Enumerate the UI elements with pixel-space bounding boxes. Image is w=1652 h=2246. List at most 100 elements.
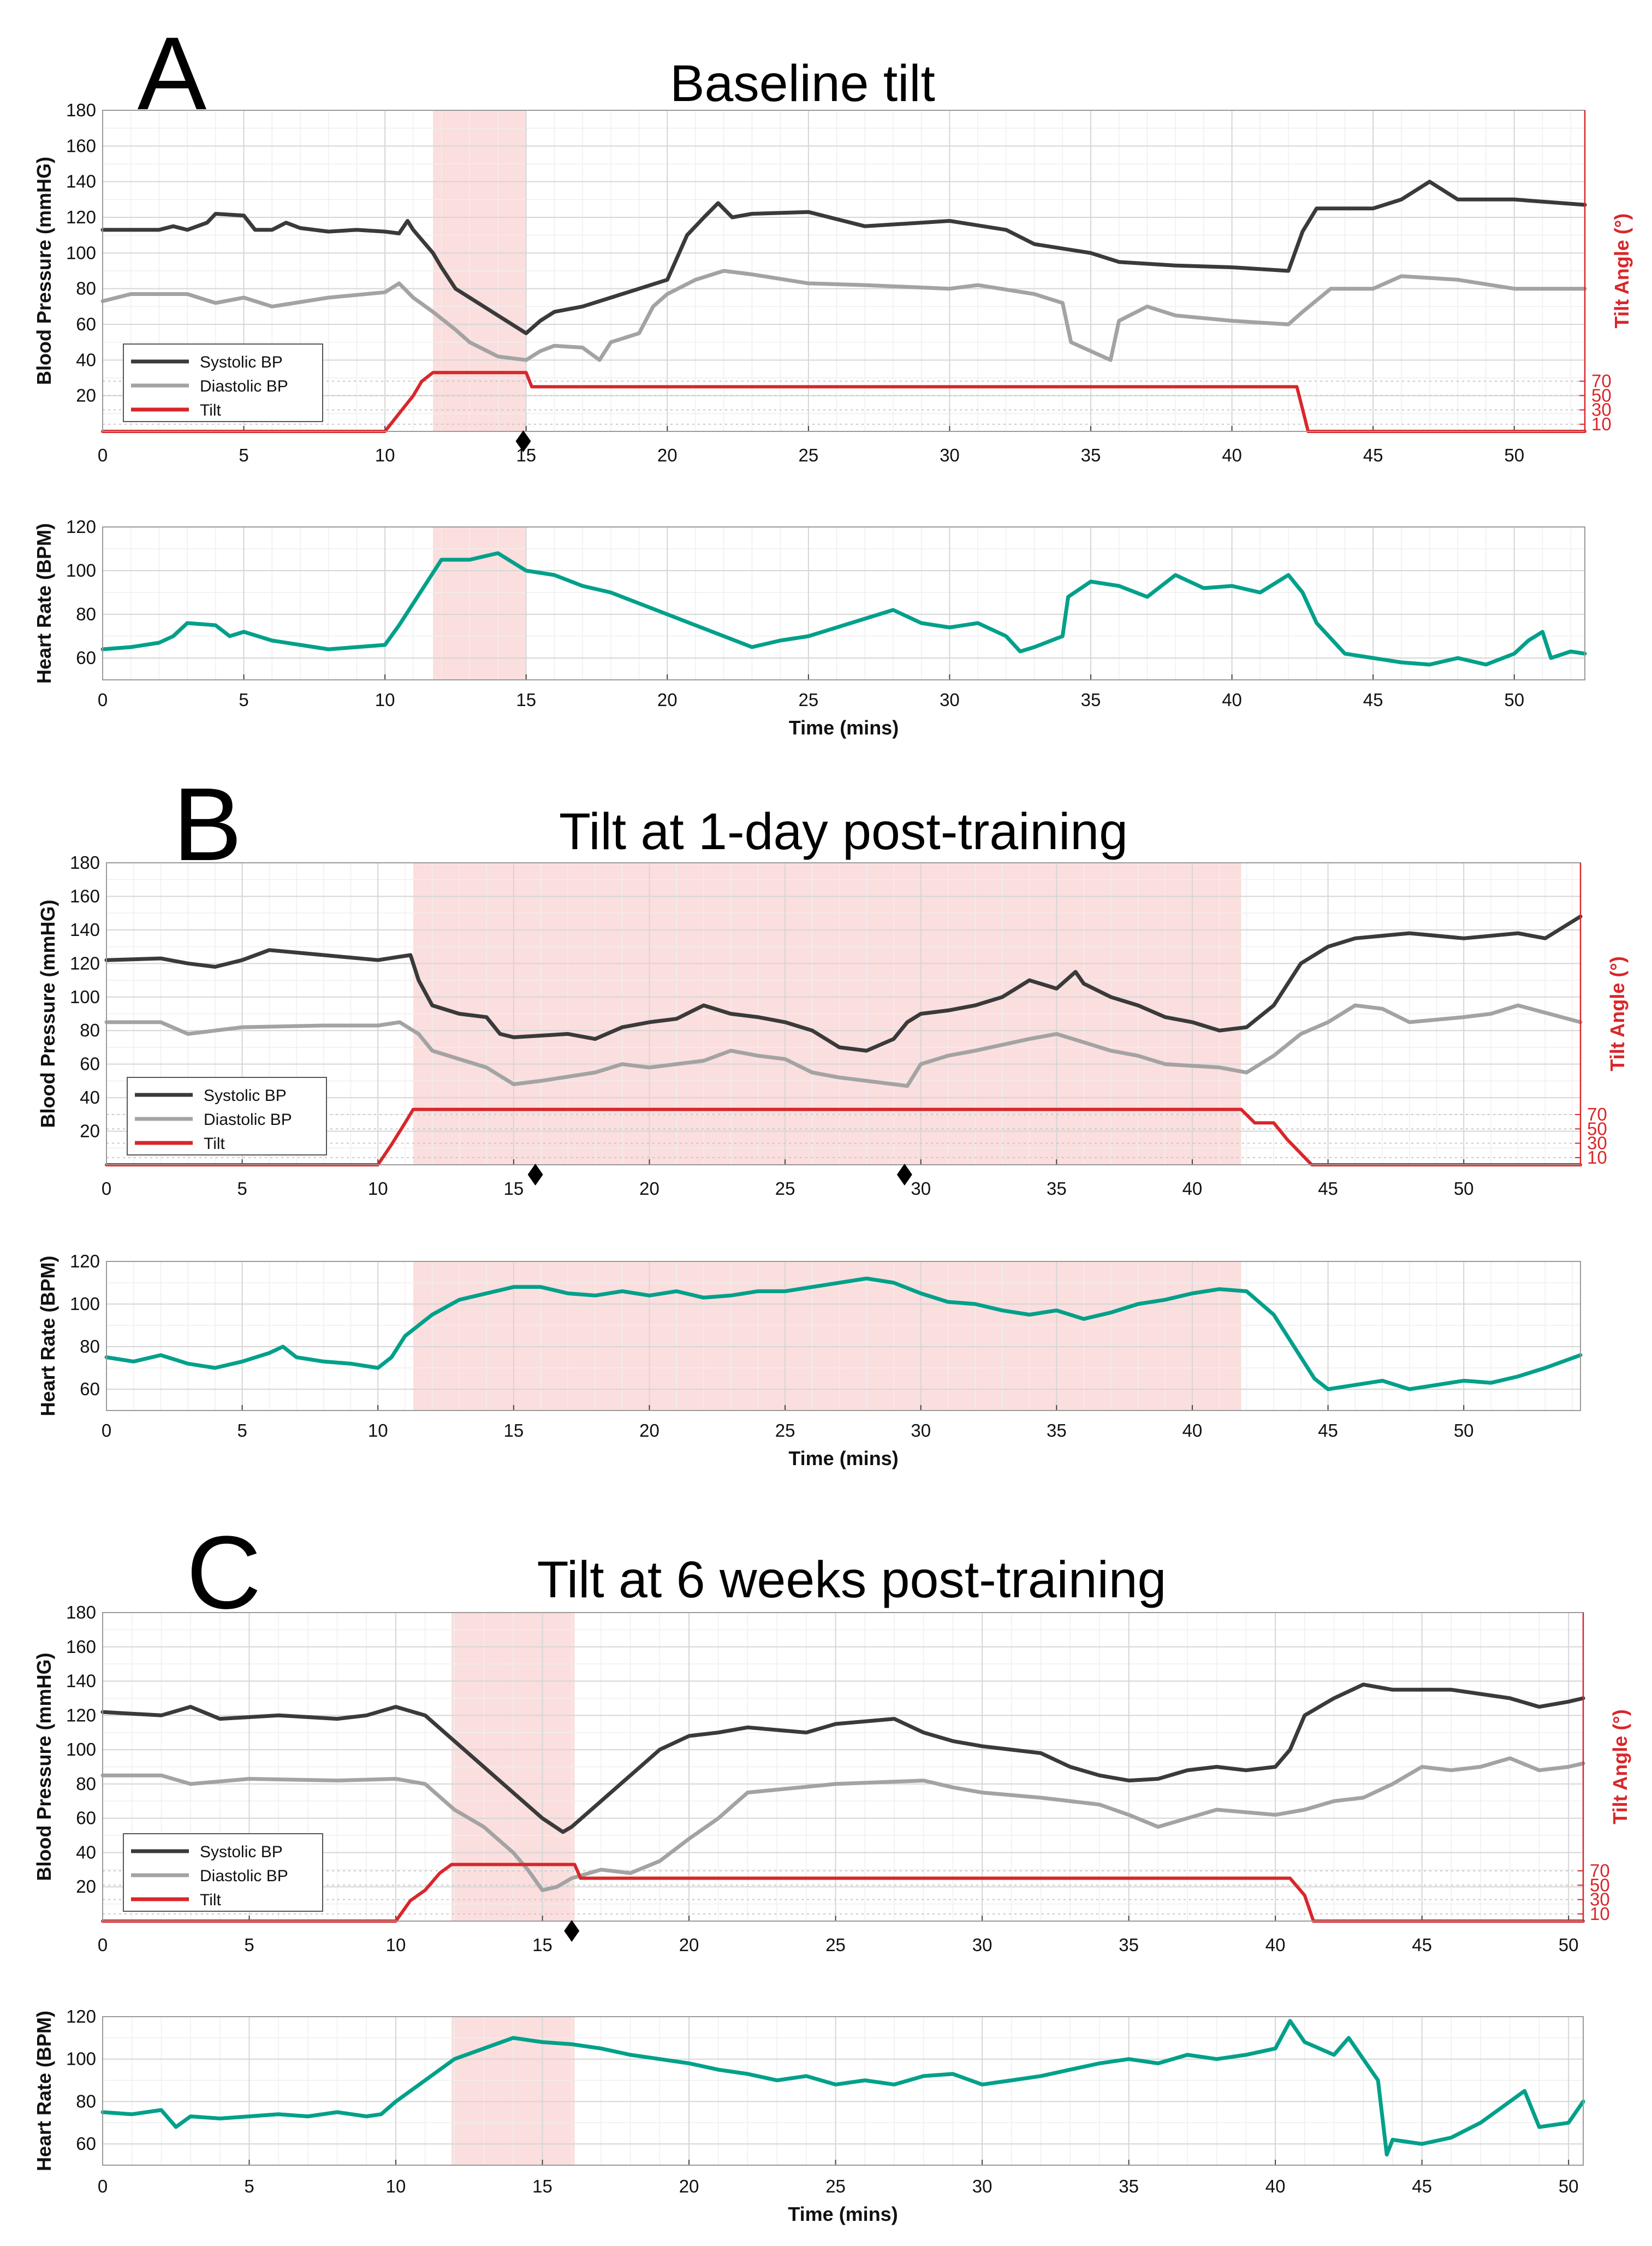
panel-letter: C [186,1515,261,1631]
y-tick-label: 60 [76,2134,96,2154]
y-tick-label: 80 [76,604,96,624]
x-tick-label: 50 [1454,1178,1474,1199]
x-tick-label: 50 [1504,445,1524,465]
x-tick-label: 45 [1412,1935,1432,1955]
x-tick-label: 45 [1318,1178,1338,1199]
x-tick-label: 45 [1412,2176,1432,2196]
y-tick-label: 80 [76,278,96,299]
y-tick-label: 60 [76,1808,96,1828]
y-tick-label: 140 [66,1671,96,1691]
x-tick-label: 45 [1318,1420,1338,1441]
legend-label: Diastolic BP [200,1867,288,1885]
plot-frame [106,1261,1581,1411]
plot-frame [102,526,1585,680]
diastolic-bp-line [100,1756,1585,1892]
y-tick-label: 120 [66,1705,96,1725]
tilt-tick-label: 70 [1591,371,1612,391]
panel-title: Tilt at 6 weeks post-training [537,1551,1167,1609]
bp-plot-C: 0 5 10 15 20 25 30 35 40 45 50 20 40 60 80 100 120 140 160… [33,1602,1631,1955]
x-tick-label: 15 [516,690,536,710]
x-tick-label: 5 [237,1178,247,1199]
x-axis-label: Time (mins) [788,1447,898,1469]
hr-plot-B: 0 5 10 15 20 25 30 35 40 45 50 60 80 100 120 Heart Rate… [37,1251,1583,1469]
tilt-tick-label: 10 [1591,414,1612,434]
tilt-tick-label: 70 [1590,1860,1610,1881]
hr-plot-A: 0 5 10 15 20 25 30 35 40 45 50 60 80 100 120 Heart Rate… [33,517,1587,739]
panel-title: Tilt at 1-day post-training [559,803,1128,861]
x-tick-label: 40 [1182,1178,1203,1199]
x-tick-label: 20 [679,1935,699,1955]
y-tick-label: 140 [70,920,100,940]
diamond-marker-icon [896,1164,912,1186]
x-tick-label: 15 [532,2176,552,2196]
tilt-tick-label: 50 [1587,1118,1607,1139]
y-tick-label: 100 [66,242,96,263]
x-tick-label: 10 [375,690,395,710]
y-tick-label: 120 [66,517,96,537]
x-tick-label: 50 [1559,1935,1579,1955]
bp-axis-label: Blood Pressure (mmHG) [33,157,55,385]
bp-axis-label: Blood Pressure (mmHG) [33,1652,55,1881]
hr-plot-C: 0 5 10 15 20 25 30 35 40 45 50 60 80 100 120 Heart Rate… [33,2006,1585,2225]
x-tick-label: 10 [368,1420,388,1441]
y-tick-label: 120 [66,207,96,227]
x-tick-label: 40 [1182,1420,1203,1441]
x-tick-label: 20 [679,2176,699,2196]
y-tick-label: 40 [76,1842,96,1862]
legend-label: Tilt [200,401,222,419]
x-tick-label: 35 [1047,1420,1067,1441]
y-tick-label: 160 [66,135,96,156]
x-tick-label: 45 [1363,690,1383,710]
plot-area [103,527,1585,680]
y-tick-label: 60 [80,1379,100,1399]
legend-label: Diastolic BP [200,377,288,395]
tilt-line [101,1863,1585,1923]
x-tick-label: 20 [639,1178,659,1199]
y-tick-label: 80 [76,2091,96,2111]
tilt-tick-label: 70 [1587,1104,1607,1124]
diamond-marker-icon [564,1920,580,1942]
x-tick-label: 10 [375,445,395,465]
y-tick-label: 60 [76,314,96,334]
tilt-axis-label: Tilt Angle (°) [1606,956,1629,1071]
x-tick-label: 0 [102,1420,111,1441]
x-axis-label: Time (mins) [788,2203,898,2225]
x-tick-label: 40 [1222,690,1242,710]
panel-title: Baseline tilt [670,55,935,112]
bp-plot-A: 0 5 10 15 20 25 30 35 40 45 50 20 40 60 80 100 120 140 160… [33,100,1633,465]
legend-label: Systolic BP [204,1087,287,1105]
systolic-bp-line [104,914,1583,1053]
tilt-line [101,371,1586,433]
x-tick-label: 50 [1454,1420,1474,1441]
x-tick-label: 30 [972,1935,993,1955]
legend: Systolic BP Diastolic BP Tilt [127,1077,327,1155]
legend: Systolic BP Diastolic BP Tilt [123,1833,323,1912]
x-tick-label: 25 [775,1178,795,1199]
tilt-tick-label: 10 [1590,1904,1610,1924]
tilt-tick-label: 30 [1591,400,1612,420]
x-tick-label: 50 [1559,2176,1579,2196]
diastolic-bp-line [104,1003,1583,1088]
systolic-bp-line [100,1682,1585,1834]
x-tick-label: 25 [825,1935,846,1955]
legend-label: Diastolic BP [204,1111,292,1129]
y-tick-label: 60 [76,648,96,668]
x-tick-label: 30 [911,1178,931,1199]
x-tick-label: 15 [516,445,536,465]
y-tick-label: 160 [66,1637,96,1657]
x-tick-label: 0 [98,690,108,710]
x-tick-label: 10 [386,2176,406,2196]
x-tick-label: 30 [972,2176,993,2196]
legend-label: Systolic BP [200,1843,283,1861]
x-tick-label: 25 [825,2176,846,2196]
x-tick-label: 0 [98,445,108,465]
legend-label: Systolic BP [200,353,283,371]
tilt-tick-label: 50 [1590,1875,1610,1895]
y-tick-label: 20 [80,1121,100,1141]
y-tick-label: 120 [66,2006,96,2026]
tilt-line [105,1107,1582,1166]
y-tick-label: 60 [80,1054,100,1074]
tilt-tick-label: 30 [1587,1133,1607,1153]
diamond-marker-icon [515,430,531,452]
